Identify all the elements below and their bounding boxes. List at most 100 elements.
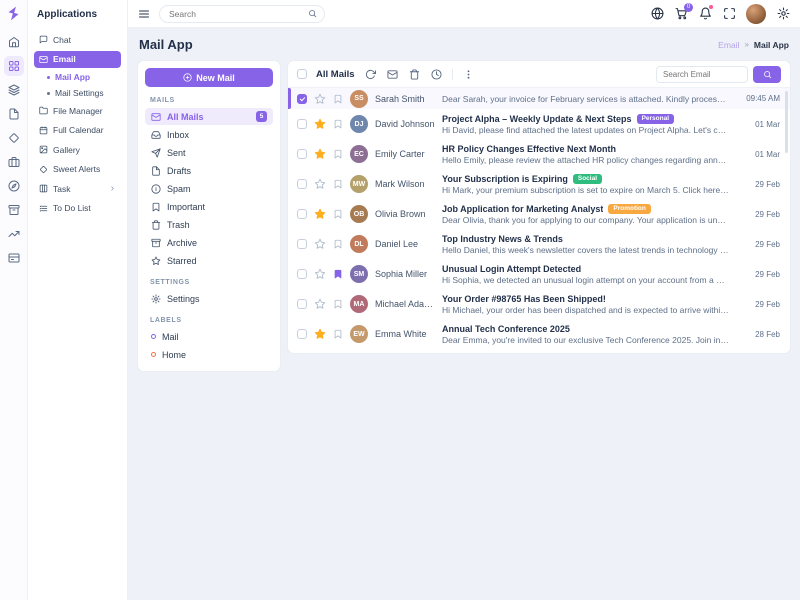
sidebar-item-sweet-alerts[interactable]: Sweet Alerts: [34, 161, 121, 178]
bookmark-toggle-icon[interactable]: [333, 149, 343, 159]
email-checkbox[interactable]: [297, 299, 307, 309]
more-options-icon[interactable]: [463, 69, 474, 80]
email-row[interactable]: DJ David Johnson Project Alpha – Weekly Up…: [288, 109, 790, 139]
rail-item-card[interactable]: [4, 248, 24, 268]
mail-folder-trash[interactable]: Trash: [145, 216, 273, 233]
sidebar-item-chat[interactable]: Chat: [34, 31, 121, 48]
email-row[interactable]: SM Sophia Miller Unusual Login Attempt Det…: [288, 259, 790, 289]
bookmark-toggle-icon[interactable]: [333, 299, 343, 309]
mail-folder-drafts[interactable]: Drafts: [145, 162, 273, 179]
star-toggle-icon[interactable]: [314, 298, 326, 310]
star-toggle-icon[interactable]: [314, 178, 326, 190]
app-logo[interactable]: [6, 6, 21, 21]
rail-item-file[interactable]: [4, 104, 24, 124]
global-search-input[interactable]: [167, 7, 308, 20]
star-toggle-icon[interactable]: [314, 118, 326, 130]
star-toggle-icon[interactable]: [314, 328, 326, 340]
rail-item-layers[interactable]: [4, 80, 24, 100]
email-row[interactable]: MA Michael Adams Your Order #98765 Has Bee…: [288, 289, 790, 319]
rail-item-diamond[interactable]: [4, 128, 24, 148]
user-avatar[interactable]: [746, 3, 766, 24]
globe-button[interactable]: [650, 7, 664, 21]
breadcrumb: Email » Mail App: [718, 40, 789, 50]
sidebar-item-to-do-list[interactable]: To Do List: [34, 200, 121, 217]
mail-folder-mail[interactable]: Mail: [145, 328, 273, 345]
star-toggle-icon[interactable]: [314, 93, 326, 105]
gear-button[interactable]: [776, 7, 790, 21]
email-row[interactable]: OB Olivia Brown Job Application for Market…: [288, 199, 790, 229]
email-preview: Hi Sophia, we detected an unusual login …: [442, 274, 729, 285]
email-row[interactable]: EW Emma White Annual Tech Conference 2025 D…: [288, 319, 790, 349]
expand-button[interactable]: [722, 7, 736, 21]
topbar: 0: [128, 0, 800, 28]
mail-folder-archive[interactable]: Archive: [145, 234, 273, 251]
email-checkbox[interactable]: [297, 149, 307, 159]
email-row[interactable]: MW Mark Wilson Your Subscription is Expiri…: [288, 169, 790, 199]
email-checkbox[interactable]: [297, 93, 307, 104]
email-checkbox[interactable]: [297, 119, 307, 129]
bell-button[interactable]: [698, 4, 713, 21]
email-row[interactable]: DL Daniel Lee Top Industry News & Trends He…: [288, 229, 790, 259]
menu-toggle-icon[interactable]: [138, 8, 150, 20]
sidebar-item-gallery[interactable]: Gallery: [34, 141, 121, 158]
cart-badge: 0: [684, 2, 693, 12]
sidebar-item-mail-app[interactable]: Mail App: [34, 70, 121, 84]
sidebar-nav: Chat Email Mail App Mail Settings File Manag…: [34, 31, 121, 217]
select-all-checkbox[interactable]: [297, 69, 307, 79]
email-row[interactable]: EC Emily Carter HR Policy Changes Effectiv…: [288, 139, 790, 169]
star-toggle-icon[interactable]: [314, 268, 326, 280]
mail-folder-important[interactable]: Important: [145, 198, 273, 215]
mail-folder-all-mails[interactable]: All Mails 5: [145, 108, 273, 125]
star-toggle-icon[interactable]: [314, 148, 326, 160]
bookmark-toggle-icon[interactable]: [333, 239, 343, 249]
trash-tool-icon[interactable]: [409, 68, 420, 80]
calendar-icon: [39, 125, 48, 135]
rail-item-archive[interactable]: [4, 200, 24, 220]
rail-item-briefcase[interactable]: [4, 152, 24, 172]
sidebar-item-full-calendar[interactable]: Full Calendar: [34, 122, 121, 139]
chat-icon: [39, 35, 48, 44]
sidebar-item-mail-settings[interactable]: Mail Settings: [34, 86, 121, 100]
bookmark-toggle-icon[interactable]: [333, 329, 343, 339]
email-checkbox[interactable]: [297, 179, 307, 189]
mail-folder-starred[interactable]: Starred: [145, 252, 273, 269]
cart-button[interactable]: 0: [674, 2, 693, 21]
mail-folder-settings[interactable]: Settings: [145, 290, 273, 307]
email-checkbox[interactable]: [297, 209, 307, 219]
star-toggle-icon[interactable]: [314, 238, 326, 250]
email-subject: Annual Tech Conference 2025: [442, 323, 570, 334]
email-row[interactable]: SS Sarah Smith Dear Sarah, your invoice fo…: [288, 88, 790, 109]
breadcrumb-parent[interactable]: Email: [718, 39, 740, 50]
mail-tool-icon[interactable]: [387, 69, 398, 80]
scrollbar-thumb[interactable]: [785, 91, 788, 153]
bookmark-toggle-icon[interactable]: [333, 179, 343, 189]
email-checkbox[interactable]: [297, 269, 307, 279]
folder-label: Home: [162, 349, 187, 360]
topbar-actions: 0: [650, 2, 790, 24]
mail-folder-spam[interactable]: Spam: [145, 180, 273, 197]
bookmark-toggle-icon[interactable]: [333, 94, 343, 104]
sidebar-item-file-manager[interactable]: File Manager: [34, 102, 121, 119]
clock-tool-icon[interactable]: [431, 68, 442, 80]
star-toggle-icon[interactable]: [314, 208, 326, 220]
email-checkbox[interactable]: [297, 239, 307, 249]
sidebar-item-email[interactable]: Email: [34, 50, 121, 68]
mail-folder-sent[interactable]: Sent: [145, 144, 273, 161]
mail-folder-home[interactable]: Home: [145, 346, 273, 363]
email-checkbox[interactable]: [297, 329, 307, 339]
checklist-icon: [39, 204, 48, 213]
email-search-button[interactable]: [753, 65, 781, 83]
new-mail-button[interactable]: New Mail: [145, 68, 273, 87]
email-date: 28 Feb: [755, 329, 780, 339]
refresh-tool-icon[interactable]: [365, 69, 376, 80]
bookmark-toggle-icon[interactable]: [333, 119, 343, 129]
bookmark-toggle-icon[interactable]: [333, 269, 343, 279]
mail-folder-inbox[interactable]: Inbox: [145, 126, 273, 143]
bookmark-toggle-icon[interactable]: [333, 209, 343, 219]
sidebar-item-task[interactable]: Task: [34, 180, 121, 197]
rail-item-trending[interactable]: [4, 224, 24, 244]
rail-item-compass[interactable]: [4, 176, 24, 196]
rail-item-apps[interactable]: [3, 56, 24, 76]
email-search-input[interactable]: [656, 65, 748, 83]
rail-item-home[interactable]: [4, 32, 24, 52]
